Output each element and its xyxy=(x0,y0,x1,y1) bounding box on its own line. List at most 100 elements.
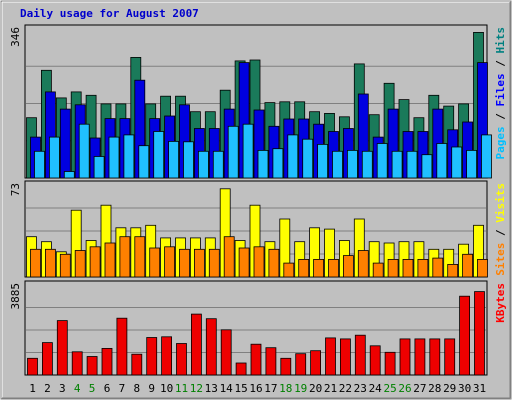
bar-visits-sites-day-21 xyxy=(328,258,339,278)
bar-hits-pages-day-17 xyxy=(272,148,284,179)
bar-kbytes-kbytes-day-26 xyxy=(399,338,411,376)
bar-hits-pages-day-15 xyxy=(242,123,254,179)
bar-hits-pages-day-18 xyxy=(287,134,299,179)
bar-kbytes-kbytes-day-2 xyxy=(42,342,53,376)
bar-kbytes-kbytes-day-3 xyxy=(56,320,68,376)
panel-hits-ymax-label: 346 xyxy=(9,27,22,47)
bar-hits-pages-day-2 xyxy=(49,136,60,179)
bar-visits-sites-day-13 xyxy=(208,248,220,278)
x-tick-label-day-19: 19 xyxy=(294,382,307,395)
x-tick-label-day-13: 13 xyxy=(205,382,218,395)
bar-visits-sites-day-17 xyxy=(268,248,280,278)
chart-title: Daily usage for August 2007 xyxy=(20,7,199,20)
bar-visits-sites-day-10 xyxy=(164,246,176,278)
bar-visits-sites-day-24 xyxy=(372,262,384,278)
panel-visits-ymax-label: 73 xyxy=(9,183,22,196)
panel-kbytes-ymax-label: 3885 xyxy=(9,283,22,310)
x-tick-label-day-10: 10 xyxy=(160,382,173,395)
x-tick-label-day-4: 4 xyxy=(74,382,81,395)
legend-part: Visits xyxy=(494,183,507,223)
bar-visits-sites-day-29 xyxy=(447,263,459,278)
bar-visits-sites-day-18 xyxy=(283,262,295,278)
x-tick-label-day-28: 28 xyxy=(428,382,441,395)
x-tick-label-day-1: 1 xyxy=(29,382,36,395)
x-tick-label-day-17: 17 xyxy=(264,382,277,395)
legend-part: Hits xyxy=(494,27,507,54)
bar-hits-pages-day-25 xyxy=(391,150,403,179)
bar-visits-sites-day-27 xyxy=(417,258,429,278)
x-tick-label-day-16: 16 xyxy=(249,382,262,395)
panel-hits: 346 Pages / Files / Hits xyxy=(9,24,507,179)
bar-kbytes-kbytes-day-4 xyxy=(71,351,83,376)
x-tick-label-day-2: 2 xyxy=(44,382,51,395)
bar-kbytes-kbytes-day-17 xyxy=(265,347,277,376)
bar-kbytes-kbytes-day-5 xyxy=(86,356,98,376)
bar-visits-sites-day-16 xyxy=(253,246,265,278)
bar-kbytes-kbytes-day-31 xyxy=(474,291,485,376)
bar-hits-pages-day-1 xyxy=(34,150,45,179)
x-tick-label-day-5: 5 xyxy=(89,382,96,395)
bar-hits-pages-day-24 xyxy=(376,143,388,179)
bar-kbytes-kbytes-day-22 xyxy=(339,338,351,376)
x-tick-label-day-22: 22 xyxy=(339,382,352,395)
bar-visits-sites-day-14 xyxy=(223,236,235,278)
x-tick-label-day-24: 24 xyxy=(369,382,383,395)
bar-hits-pages-day-22 xyxy=(346,149,358,179)
bar-hits-pages-day-23 xyxy=(361,150,373,179)
bar-hits-files-day-3 xyxy=(59,108,71,179)
bar-visits-sites-day-28 xyxy=(432,257,444,278)
x-tick-label-day-12: 12 xyxy=(190,382,203,395)
bar-hits-pages-day-5 xyxy=(93,156,105,179)
bar-visits-sites-day-25 xyxy=(387,258,399,278)
x-tick-label-day-11: 11 xyxy=(175,382,188,395)
bar-visits-sites-day-9 xyxy=(149,247,161,278)
bar-hits-pages-day-6 xyxy=(108,136,120,179)
bar-kbytes-kbytes-day-10 xyxy=(161,336,173,376)
legend-part: / xyxy=(494,223,507,243)
bar-kbytes-kbytes-day-18 xyxy=(280,357,292,376)
bar-kbytes-kbytes-day-16 xyxy=(250,343,262,376)
bar-kbytes-kbytes-day-11 xyxy=(176,343,187,376)
x-tick-label-day-20: 20 xyxy=(309,382,322,395)
bar-kbytes-kbytes-day-8 xyxy=(131,353,143,376)
bar-kbytes-kbytes-day-19 xyxy=(295,353,307,376)
x-tick-label-day-7: 7 xyxy=(119,382,126,395)
bar-kbytes-kbytes-day-6 xyxy=(101,347,113,376)
bar-kbytes-kbytes-day-29 xyxy=(444,338,456,376)
x-tick-label-day-25: 25 xyxy=(383,382,396,395)
bar-kbytes-kbytes-day-1 xyxy=(27,357,38,376)
x-tick-label-day-27: 27 xyxy=(413,382,426,395)
bar-kbytes-kbytes-day-28 xyxy=(429,338,441,376)
panel-visits: 73 Sites / Visits xyxy=(9,180,507,278)
bar-hits-pages-day-11 xyxy=(183,141,194,179)
bar-visits-sites-day-15 xyxy=(238,247,250,278)
bar-visits-sites-day-11 xyxy=(179,248,190,278)
bar-kbytes-kbytes-day-23 xyxy=(354,334,366,376)
x-tick-label-day-23: 23 xyxy=(354,382,367,395)
panel-hits-legend: Pages / Files / Hits xyxy=(494,27,507,160)
x-tick-label-day-14: 14 xyxy=(220,382,234,395)
x-tick-label-day-15: 15 xyxy=(234,382,247,395)
legend-part: / xyxy=(494,107,507,127)
bar-visits-sites-day-8 xyxy=(134,236,146,278)
x-tick-label-day-6: 6 xyxy=(104,382,111,395)
x-axis-labels: 1 2 3 4 5 6 7 8 9 10 11 12 13 14 15 16 17 18 19 20 21 22 23 24 2… xyxy=(29,382,486,395)
bar-hits-pages-day-4 xyxy=(78,123,90,179)
bar-hits-pages-day-8 xyxy=(138,145,150,179)
bar-hits-pages-day-20 xyxy=(317,143,329,179)
bar-visits-sites-day-12 xyxy=(193,248,205,278)
bar-visits-sites-day-2 xyxy=(45,248,56,278)
bar-hits-pages-day-29 xyxy=(451,146,463,179)
bar-visits-sites-day-22 xyxy=(342,255,354,278)
x-tick-label-day-9: 9 xyxy=(148,382,155,395)
x-tick-label-day-26: 26 xyxy=(398,382,411,395)
bar-hits-pages-day-12 xyxy=(197,150,209,179)
bar-kbytes-kbytes-day-7 xyxy=(116,317,128,376)
bar-hits-pages-day-9 xyxy=(153,131,165,179)
bar-hits-pages-day-7 xyxy=(123,134,135,179)
legend-part: Files xyxy=(494,73,507,106)
bar-hits-pages-day-31 xyxy=(481,134,492,179)
bar-visits-sites-day-23 xyxy=(357,250,369,278)
panel-kbytes-legend: KBytes xyxy=(494,283,507,323)
